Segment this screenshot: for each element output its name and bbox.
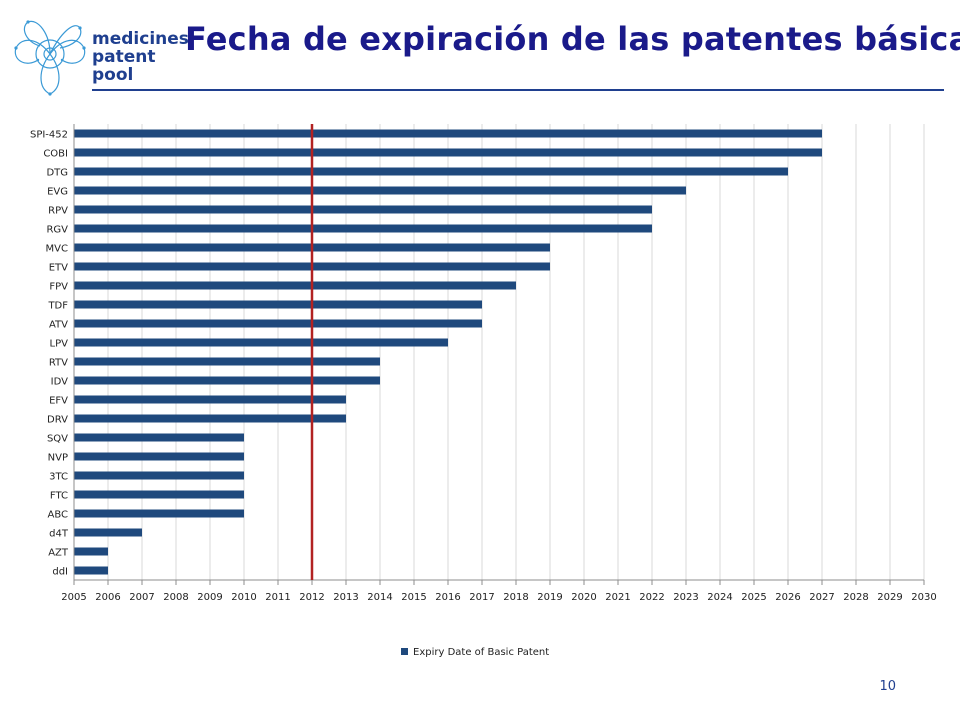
x-tick-label: 2025 bbox=[741, 592, 766, 603]
bar bbox=[74, 357, 380, 366]
bar bbox=[74, 167, 788, 176]
logo-wordmark: medicines patent pool bbox=[92, 30, 189, 84]
bar bbox=[74, 338, 448, 347]
x-tick-label: 2022 bbox=[639, 592, 664, 603]
x-tick-label: 2014 bbox=[367, 592, 392, 603]
category-label: 3TC bbox=[49, 472, 68, 483]
bar bbox=[74, 205, 652, 214]
x-tick-label: 2017 bbox=[469, 592, 494, 603]
category-label: FTC bbox=[50, 491, 68, 502]
category-label: LPV bbox=[50, 339, 69, 350]
category-label: d4T bbox=[49, 529, 69, 540]
category-label: SPI-452 bbox=[30, 130, 68, 141]
x-tick-label: 2027 bbox=[809, 592, 834, 603]
category-label: RGV bbox=[46, 225, 68, 236]
bar bbox=[74, 300, 482, 309]
logo-line-1: medicines bbox=[92, 29, 189, 49]
x-tick-label: 2011 bbox=[265, 592, 290, 603]
category-label: TDF bbox=[47, 301, 68, 312]
x-tick-label: 2005 bbox=[61, 592, 86, 603]
page-number: 10 bbox=[879, 679, 896, 694]
category-label: EVG bbox=[47, 187, 68, 198]
x-tick-label: 2012 bbox=[299, 592, 324, 603]
x-tick-label: 2028 bbox=[843, 592, 868, 603]
x-tick-label: 2010 bbox=[231, 592, 256, 603]
logo-line-2: patent bbox=[92, 47, 156, 67]
category-label: FPV bbox=[49, 282, 68, 293]
x-tick-label: 2026 bbox=[775, 592, 800, 603]
category-label: IDV bbox=[51, 377, 68, 388]
category-label: DTG bbox=[46, 168, 68, 179]
category-label: ABC bbox=[47, 510, 68, 521]
x-tick-label: 2016 bbox=[435, 592, 460, 603]
x-tick-label: 2029 bbox=[877, 592, 902, 603]
category-label: RPV bbox=[48, 206, 68, 217]
x-tick-label: 2023 bbox=[673, 592, 698, 603]
x-tick-label: 2013 bbox=[333, 592, 358, 603]
bar bbox=[74, 395, 346, 404]
bar bbox=[74, 547, 108, 556]
category-label: EFV bbox=[49, 396, 68, 407]
bar bbox=[74, 414, 346, 423]
x-tick-label: 2030 bbox=[911, 592, 936, 603]
medicines-patent-pool-logo-icon bbox=[14, 20, 86, 96]
bar bbox=[74, 566, 108, 575]
category-label: MVC bbox=[46, 244, 68, 255]
legend-swatch bbox=[401, 648, 408, 655]
category-label: SQV bbox=[47, 434, 68, 445]
x-tick-label: 2008 bbox=[163, 592, 188, 603]
bar bbox=[74, 528, 142, 537]
x-tick-label: 2007 bbox=[129, 592, 154, 603]
bar bbox=[74, 433, 244, 442]
bar bbox=[74, 376, 380, 385]
bar bbox=[74, 281, 516, 290]
bar bbox=[74, 452, 244, 461]
x-tick-label: 2024 bbox=[707, 592, 732, 603]
bar bbox=[74, 319, 482, 328]
x-tick-label: 2018 bbox=[503, 592, 528, 603]
x-tick-label: 2006 bbox=[95, 592, 120, 603]
logo-line-3: pool bbox=[92, 65, 134, 85]
legend-label: Expiry Date of Basic Patent bbox=[413, 647, 549, 658]
bar bbox=[74, 224, 652, 233]
bar bbox=[74, 490, 244, 499]
category-label: NVP bbox=[48, 453, 68, 464]
x-tick-label: 2015 bbox=[401, 592, 426, 603]
category-label: COBI bbox=[43, 149, 68, 160]
category-label: RTV bbox=[49, 358, 68, 369]
category-label: DRV bbox=[47, 415, 68, 426]
x-tick-label: 2021 bbox=[605, 592, 630, 603]
bar bbox=[74, 148, 822, 157]
category-label: AZT bbox=[48, 548, 69, 559]
category-label: ddI bbox=[52, 567, 68, 578]
bar bbox=[74, 509, 244, 518]
x-tick-label: 2009 bbox=[197, 592, 222, 603]
bar bbox=[74, 129, 822, 138]
x-tick-label: 2019 bbox=[537, 592, 562, 603]
bar bbox=[74, 186, 686, 195]
bar bbox=[74, 471, 244, 480]
page-title: Fecha de expiración de las patentes bási… bbox=[185, 20, 960, 58]
category-label: ETV bbox=[49, 263, 68, 274]
x-tick-label: 2020 bbox=[571, 592, 596, 603]
category-label: ATV bbox=[49, 320, 68, 331]
title-divider bbox=[92, 89, 944, 91]
